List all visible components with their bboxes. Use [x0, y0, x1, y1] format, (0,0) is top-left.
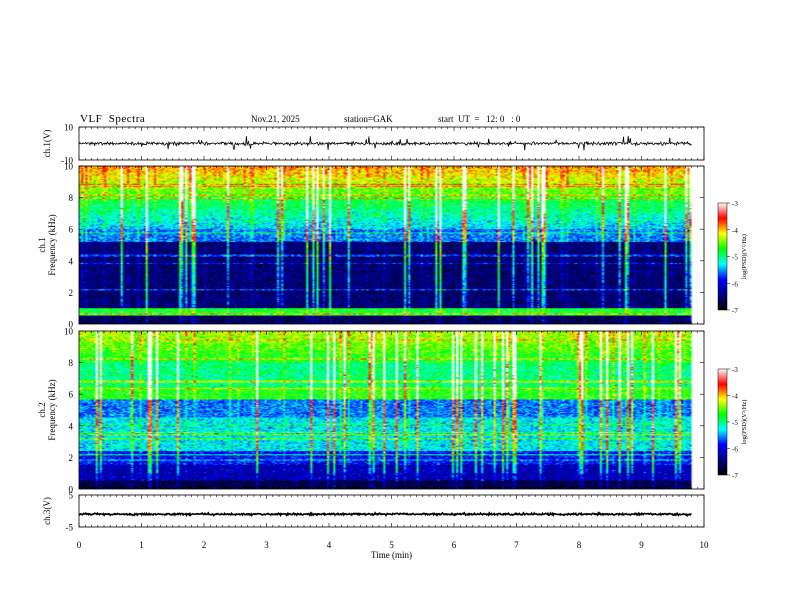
- xtick-label-5: 5: [389, 540, 394, 550]
- start-time-label: start UT = 12: 0 : 0: [438, 114, 521, 124]
- ch2-spec-ytick-0: 0: [69, 485, 74, 495]
- colorbar-2-tick-4: -7: [732, 472, 738, 480]
- ch3-wave-ylabel-0: ch.3(V): [42, 497, 52, 525]
- ch1-wave-ytick-1: -10: [61, 156, 73, 166]
- ch1-spec-ylabel-0: ch.1: [37, 237, 47, 252]
- ch2-spec-ylabel-0: ch.2: [37, 402, 47, 417]
- ch2-spec-ylabel-1: Frequency (kHz): [47, 379, 57, 440]
- ch1-spec-ytick-1: 2: [69, 288, 74, 298]
- ch2-spec-ytick-3: 6: [69, 390, 74, 400]
- ch1-spec-ytick-3: 6: [69, 225, 74, 235]
- ch2-spec-ytick-1: 2: [69, 453, 74, 463]
- ch1-spectrogram-image: [79, 166, 704, 324]
- ch3-waveform-line: [78, 511, 692, 518]
- ch1-wave-ytick-0: 10: [64, 123, 74, 133]
- xtick-label-2: 2: [202, 540, 207, 550]
- xtick-label-10: 10: [700, 540, 710, 550]
- ch2-spec-ytick-4: 8: [69, 358, 74, 368]
- xtick-label-3: 3: [264, 540, 269, 550]
- colorbar-2-label: log(PSD)(V²/Hz): [741, 400, 748, 445]
- x-axis-label: Time (min): [371, 550, 412, 560]
- colorbar-2-tick-2: -5: [732, 419, 738, 427]
- ch1-spec-ytick-5: 10: [64, 162, 74, 172]
- colorbar-1-label: log(PSD)(V²/Hz): [741, 234, 748, 279]
- colorbar-1-tick-2: -5: [732, 254, 738, 262]
- ch1-wave-ylabel-0: ch.1(V): [42, 130, 52, 158]
- ch1-spec-ytick-2: 4: [69, 256, 74, 266]
- xtick-label-6: 6: [452, 540, 457, 550]
- colorbar-2-tick-1: -4: [732, 393, 738, 401]
- station-label: station=GAK: [344, 114, 393, 124]
- figure-title: VLF Spectra: [80, 113, 146, 125]
- ch2-spec-ytick-5: 10: [64, 327, 74, 337]
- colorbar-1: [717, 202, 728, 311]
- xtick-label-8: 8: [577, 540, 582, 550]
- xtick-label-7: 7: [514, 540, 519, 550]
- colorbar-2-tick-3: -6: [732, 446, 738, 454]
- colorbar-2: [717, 368, 728, 476]
- xtick-label-0: 0: [77, 540, 82, 550]
- colorbar-2-tick-0: -3: [732, 366, 738, 374]
- ch2-spectrogram-image: [79, 331, 704, 489]
- ch3-wave-ytick-1: -5: [66, 523, 74, 533]
- ch1-spec-ytick-0: 0: [69, 320, 74, 330]
- panel-frame-4: [78, 494, 705, 528]
- colorbar-1-tick-1: -4: [732, 227, 738, 235]
- colorbar-1-tick-4: -7: [732, 307, 738, 315]
- xtick-label-9: 9: [639, 540, 644, 550]
- colorbar-1-tick-0: -3: [732, 200, 738, 208]
- ch1-spec-ytick-4: 8: [69, 193, 74, 203]
- xtick-label-1: 1: [139, 540, 144, 550]
- ch2-spec-ytick-2: 4: [69, 421, 74, 431]
- ch3-wave-ytick-0: 5: [69, 491, 74, 501]
- colorbar-1-tick-3: -6: [732, 280, 738, 288]
- ch1-waveform-line: [78, 135, 692, 151]
- date-label: Nov.21, 2025: [251, 114, 300, 124]
- xtick-label-4: 4: [327, 540, 332, 550]
- ch1-spec-ylabel-1: Frequency (kHz): [47, 214, 57, 275]
